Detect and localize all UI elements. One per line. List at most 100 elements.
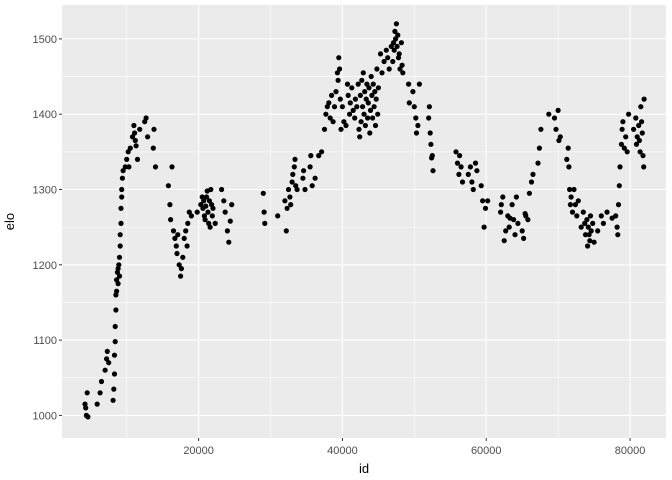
- data-point: [202, 217, 208, 223]
- data-point: [474, 168, 480, 174]
- data-point: [585, 224, 591, 230]
- data-point: [275, 213, 281, 219]
- data-point: [120, 168, 126, 174]
- data-point: [110, 397, 116, 403]
- data-point: [584, 217, 590, 223]
- data-point: [175, 232, 181, 238]
- minor-gridlines: [62, 5, 666, 438]
- data-point: [587, 238, 593, 244]
- data-point: [604, 209, 610, 215]
- data-point: [183, 228, 189, 234]
- x-tick-label: 20000: [183, 445, 214, 457]
- data-point: [176, 262, 182, 268]
- data-point: [510, 217, 517, 223]
- data-point: [124, 156, 130, 162]
- data-point: [112, 339, 118, 345]
- data-point: [615, 202, 622, 208]
- data-point: [349, 85, 355, 91]
- data-point: [485, 198, 491, 204]
- data-point: [116, 262, 122, 268]
- data-point: [365, 115, 371, 121]
- data-point: [227, 218, 233, 224]
- data-point: [352, 115, 358, 121]
- data-point: [429, 153, 435, 159]
- data-point: [616, 183, 622, 189]
- data-point: [205, 209, 211, 215]
- data-point: [636, 137, 643, 144]
- data-point: [132, 137, 138, 144]
- data-point: [614, 224, 620, 230]
- data-point: [287, 194, 293, 200]
- data-point: [302, 186, 308, 193]
- data-point: [398, 40, 404, 46]
- data-point: [472, 160, 479, 166]
- data-point: [503, 228, 509, 234]
- data-point: [639, 130, 645, 136]
- data-point: [117, 232, 123, 238]
- data-point: [481, 224, 487, 230]
- data-point: [385, 55, 391, 61]
- data-point: [374, 66, 380, 72]
- data-point: [591, 239, 597, 245]
- data-point: [294, 186, 300, 193]
- data-point: [469, 179, 475, 185]
- data-point: [372, 122, 379, 129]
- data-point: [104, 356, 110, 362]
- data-point: [427, 130, 433, 136]
- data-point: [641, 96, 647, 102]
- data-point: [456, 171, 462, 177]
- data-point: [512, 232, 518, 238]
- x-tick-label: 80000: [615, 445, 646, 457]
- data-point: [336, 55, 342, 61]
- data-point: [586, 232, 592, 238]
- data-point: [134, 156, 141, 162]
- data-point: [618, 141, 625, 147]
- data-point: [106, 360, 112, 366]
- y-tick-label: 1400: [33, 109, 57, 121]
- data-point: [326, 100, 332, 106]
- y-tick-label: 1100: [33, 335, 57, 347]
- data-point: [331, 104, 338, 110]
- data-point: [373, 96, 379, 102]
- data-point: [633, 115, 639, 121]
- data-point: [416, 81, 422, 87]
- data-point: [338, 126, 344, 132]
- data-point: [151, 126, 157, 132]
- data-point: [362, 122, 368, 129]
- data-point: [185, 220, 191, 226]
- data-point: [399, 62, 405, 68]
- data-point: [392, 28, 398, 34]
- data-point: [137, 126, 143, 132]
- data-point: [316, 153, 322, 159]
- data-point: [114, 288, 120, 294]
- data-point: [406, 100, 412, 106]
- data-point: [168, 217, 174, 223]
- data-point: [344, 81, 351, 87]
- data-point: [626, 111, 632, 117]
- data-point: [222, 209, 228, 215]
- data-point: [580, 209, 586, 215]
- data-point: [519, 228, 525, 234]
- data-point: [113, 307, 119, 313]
- data-point: [288, 202, 294, 208]
- data-point: [194, 209, 200, 215]
- y-tick-label: 1300: [33, 184, 57, 196]
- data-point: [587, 213, 594, 219]
- data-point: [557, 134, 563, 140]
- data-point: [118, 205, 124, 211]
- data-point: [426, 115, 432, 121]
- data-point: [372, 89, 378, 95]
- data-point: [383, 47, 389, 53]
- data-point: [411, 104, 417, 110]
- data-point: [362, 89, 368, 95]
- data-point: [500, 194, 506, 200]
- data-point: [172, 235, 178, 241]
- data-point: [350, 107, 356, 113]
- data-point: [169, 164, 175, 170]
- data-point: [406, 81, 412, 87]
- data-point: [327, 115, 333, 121]
- data-point: [117, 243, 123, 249]
- data-point: [181, 235, 187, 241]
- data-point: [415, 122, 421, 129]
